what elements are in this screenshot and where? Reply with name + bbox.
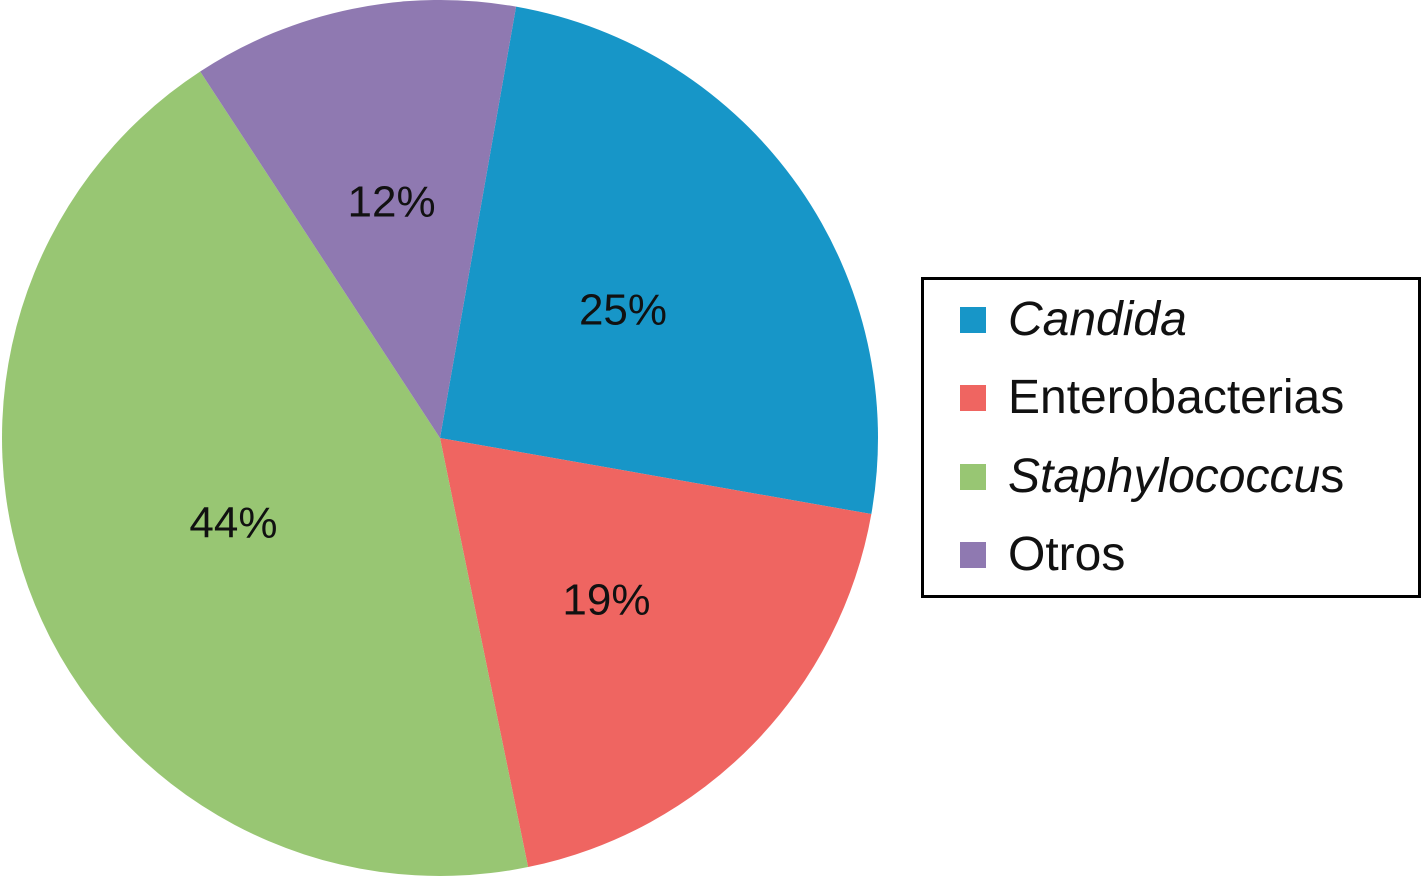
legend: Candida Enterobacterias Staphylococcus O… [921,277,1421,598]
pie-label-otros: 12% [348,178,436,227]
pie-label-staphylococcus: 44% [189,499,277,548]
pie-slice-enterobacterias [440,438,872,868]
legend-label-otros: Otros [1008,528,1126,581]
legend-label-enterobacterias: Enterobacterias [1008,371,1345,424]
pie-slice-candida [440,6,878,515]
pie-slice-staphylococcus [1,71,529,876]
legend-swatch-otros [960,542,986,568]
legend-item-candida: Candida [960,290,1187,350]
pie-slice-otros [200,0,517,439]
pie-label-candida: 25% [579,285,667,334]
pie-slice-labels: 25% 19% 44% 12% [189,178,667,625]
legend-item-otros: Otros [960,525,1125,585]
legend-swatch-staphylococcus [960,464,986,490]
legend-item-staphylococcus: Staphylococcus [960,447,1344,507]
legend-swatch-candida [960,307,986,333]
pie-slices [1,0,878,876]
legend-swatch-enterobacterias [960,385,986,411]
legend-label-staphylococcus: Staphylococcus [1008,450,1345,503]
legend-item-enterobacterias: Enterobacterias [960,368,1344,428]
legend-label-candida: Candida [1008,293,1187,346]
pie-label-enterobacterias: 19% [562,575,650,624]
